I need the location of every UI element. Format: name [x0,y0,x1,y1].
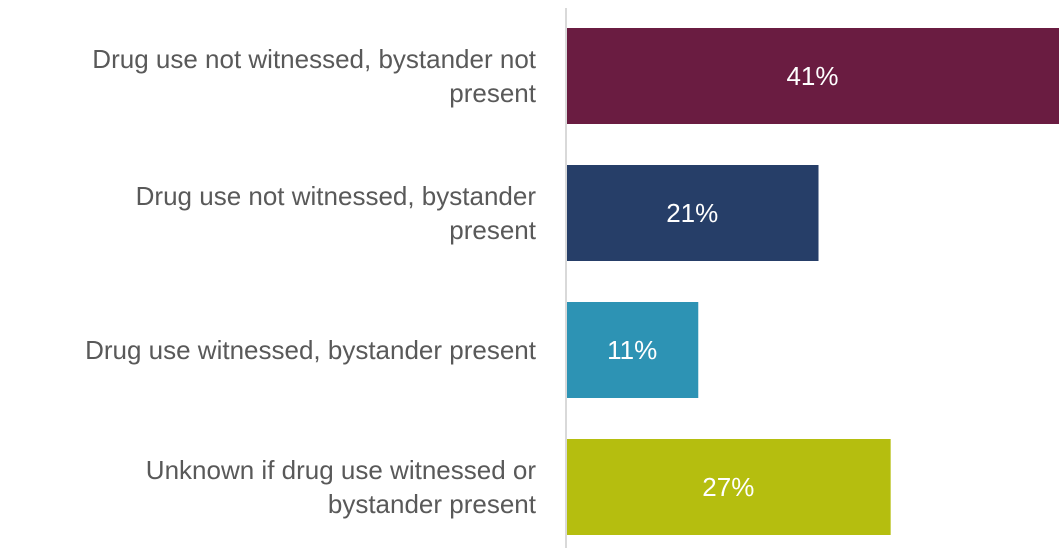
bar-4 [566,439,891,535]
data-label-4: 27% [702,472,754,502]
category-label-line: Drug use not witnessed, bystander [136,181,537,211]
category-label-line: Drug use witnessed, bystander present [85,335,537,365]
category-label-line: present [449,215,536,245]
category-label-2: Drug use not witnessed, bystander present [136,181,537,245]
bar-1 [566,28,1059,124]
category-labels: Drug use not witnessed, bystander not pre… [85,44,537,519]
category-label-3: Drug use witnessed, bystander present [85,335,537,365]
category-label-1: Drug use not witnessed, bystander not pre… [92,44,536,108]
bar-2 [566,165,819,261]
bar-3 [566,302,699,398]
data-label-2: 21% [666,198,718,228]
category-label-line: bystander present [328,489,537,519]
category-label-line: Unknown if drug use witnessed or [146,455,537,485]
bars-layer: 41% 21% 11% 27% [566,28,1059,535]
data-label-1: 41% [786,61,838,91]
data-label-3: 11% [607,335,657,365]
category-label-4: Unknown if drug use witnessed or bystande… [146,455,537,519]
category-label-line: present [449,78,536,108]
category-label-line: Drug use not witnessed, bystander not [92,44,536,74]
